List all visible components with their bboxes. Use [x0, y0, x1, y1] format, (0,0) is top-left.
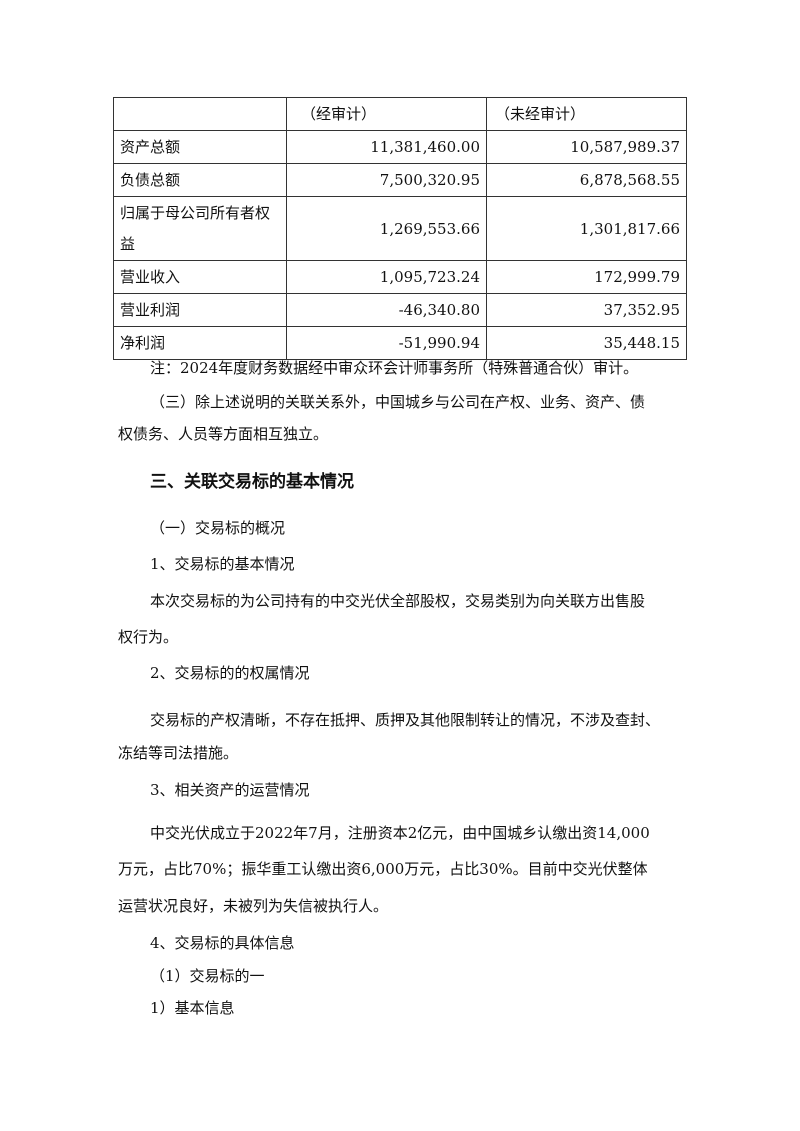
item-heading: 2、交易标的的权属情况 [150, 664, 310, 682]
paragraph-line: 权行为。 [118, 628, 179, 646]
table-row: 营业收入 1,095,723.24 172,999.79 [113, 260, 687, 294]
table-row: 资产总额 11,381,460.00 10,587,989.37 [113, 130, 687, 164]
paragraph-line: （三）除上述说明的关联关系外，中国城乡与公司在产权、业务、资产、债 [150, 393, 646, 411]
table-note: 注：2024年度财务数据经中审众环会计师事务所（特殊普通合伙）审计。 [150, 359, 639, 377]
audited-value: 1,269,553.66 [286, 196, 487, 261]
table-row: 负债总额 7,500,320.95 6,878,568.55 [113, 163, 687, 197]
item-heading: 4、交易标的具体信息 [150, 934, 295, 952]
item-heading: 1、交易标的基本情况 [150, 555, 295, 573]
audited-value: 11,381,460.00 [286, 130, 487, 164]
paragraph-line: 运营状况良好，未被列为失信被执行人。 [118, 897, 389, 915]
unaudited-value: 1,301,817.66 [486, 196, 687, 261]
section-heading: 三、关联交易标的基本情况 [150, 472, 354, 492]
table-row: 营业利润 -46,340.80 37,352.95 [113, 293, 687, 327]
audited-value: 1,095,723.24 [286, 260, 487, 294]
financial-table: （经审计） （未经审计） 资产总额 11,381,460.00 10,587,9… [113, 97, 687, 360]
header-cell: （经审计） [286, 97, 487, 131]
table-row: 净利润 -51,990.94 35,448.15 [113, 326, 687, 360]
row-label: 负债总额 [113, 163, 287, 197]
unaudited-value: 10,587,989.37 [486, 130, 687, 164]
paragraph-line: 万元，占比70%；振华重工认缴出资6,000万元，占比30%。目前中交光伏整体 [118, 860, 648, 878]
paragraph-line: 本次交易标的为公司持有的中交光伏全部股权，交易类别为向关联方出售股 [150, 592, 646, 610]
item-heading: 3、相关资产的运营情况 [150, 781, 310, 799]
row-label: 营业收入 [113, 260, 287, 294]
row-label: 净利润 [113, 326, 287, 360]
audited-value: -46,340.80 [286, 293, 487, 327]
paragraph-line: 冻结等司法措施。 [118, 744, 239, 762]
row-label: 资产总额 [113, 130, 287, 164]
sub-item-heading: （1）交易标的一 [150, 967, 265, 985]
paragraph-line: 权债务、人员等方面相互独立。 [118, 425, 329, 443]
unaudited-value: 35,448.15 [486, 326, 687, 360]
subsection-heading: （一）交易标的概况 [150, 519, 286, 537]
paragraph-line: 中交光伏成立于2022年7月，注册资本2亿元，由中国城乡认缴出资14,000 [150, 824, 650, 842]
unaudited-value: 37,352.95 [486, 293, 687, 327]
table-row: 归属于母公司所有者权益 1,269,553.66 1,301,817.66 [113, 196, 687, 261]
row-label: 归属于母公司所有者权益 [113, 196, 287, 261]
header-cell [113, 97, 287, 131]
header-cell: （未经审计） [486, 97, 687, 131]
table-header-row: （经审计） （未经审计） [113, 97, 687, 131]
sub-item-heading: 1）基本信息 [150, 999, 235, 1017]
paragraph-line: 交易标的产权清晰，不存在抵押、质押及其他限制转让的情况，不涉及查封、 [150, 711, 661, 729]
unaudited-value: 6,878,568.55 [486, 163, 687, 197]
row-label: 营业利润 [113, 293, 287, 327]
audited-value: -51,990.94 [286, 326, 487, 360]
unaudited-value: 172,999.79 [486, 260, 687, 294]
audited-value: 7,500,320.95 [286, 163, 487, 197]
